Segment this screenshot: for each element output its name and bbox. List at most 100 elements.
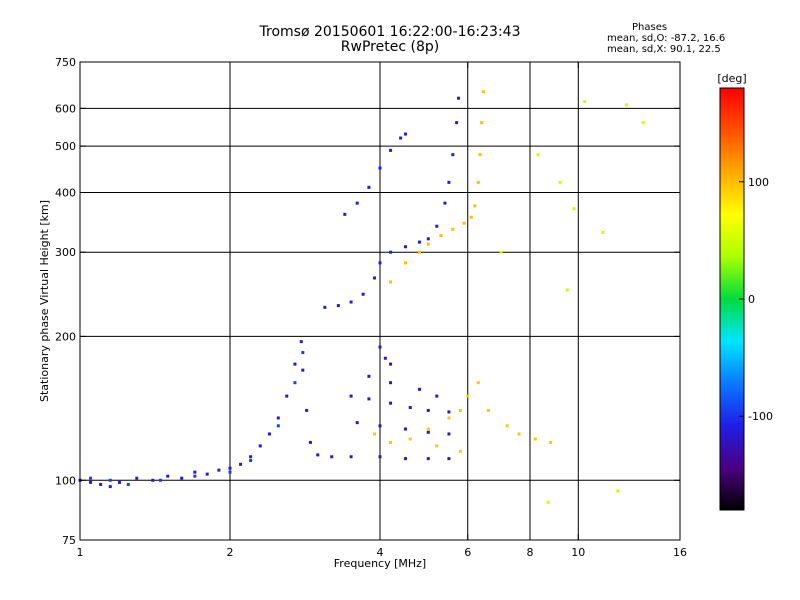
data-point bbox=[205, 472, 209, 476]
data-point bbox=[378, 345, 382, 349]
data-point bbox=[343, 212, 347, 216]
data-point bbox=[426, 457, 430, 461]
data-point bbox=[451, 227, 455, 231]
data-point bbox=[316, 453, 320, 457]
phase-stats-o: mean, sd,O: -87.2, 16.6 bbox=[607, 33, 726, 44]
data-point bbox=[447, 416, 451, 420]
data-point bbox=[389, 250, 393, 254]
series-f-o-trace bbox=[323, 96, 461, 309]
data-point bbox=[389, 381, 393, 385]
data-point bbox=[426, 430, 430, 434]
data-point bbox=[355, 201, 359, 205]
data-point bbox=[616, 489, 620, 493]
series-mid-layers bbox=[349, 345, 451, 436]
data-point bbox=[447, 180, 451, 184]
data-point bbox=[193, 470, 197, 474]
data-point bbox=[403, 132, 407, 136]
data-point bbox=[426, 242, 430, 246]
colorbar-tick-label: 0 bbox=[748, 293, 755, 306]
data-point bbox=[378, 261, 382, 265]
data-point bbox=[228, 470, 232, 474]
data-point bbox=[403, 457, 407, 461]
data-point bbox=[349, 300, 353, 304]
data-point bbox=[389, 362, 393, 366]
data-point bbox=[301, 368, 305, 372]
y-tick-label: 600 bbox=[55, 102, 76, 115]
data-point bbox=[426, 237, 430, 241]
data-point bbox=[505, 424, 509, 428]
data-point bbox=[135, 476, 139, 480]
data-point bbox=[478, 153, 482, 157]
x-tick-label: 16 bbox=[673, 546, 687, 559]
data-point bbox=[403, 427, 407, 431]
data-point bbox=[447, 410, 451, 414]
data-point bbox=[417, 387, 421, 391]
data-point bbox=[349, 455, 353, 459]
y-tick-label: 400 bbox=[55, 186, 76, 199]
x-tick-label: 8 bbox=[527, 546, 534, 559]
data-point bbox=[426, 427, 430, 431]
data-point bbox=[355, 421, 359, 425]
colorbar-label: [deg] bbox=[717, 72, 746, 85]
colorbar-tick-label: 100 bbox=[748, 176, 769, 189]
x-tick-label: 10 bbox=[571, 546, 585, 559]
data-point bbox=[89, 480, 93, 484]
data-point bbox=[435, 224, 439, 228]
chart-subtitle: RwPretec (8p) bbox=[340, 39, 440, 55]
data-point bbox=[293, 381, 297, 385]
data-point bbox=[481, 90, 485, 94]
data-point bbox=[389, 401, 393, 405]
data-point bbox=[447, 457, 451, 461]
series-mid-yellow bbox=[373, 381, 553, 453]
data-point bbox=[403, 261, 407, 265]
data-point bbox=[367, 185, 371, 189]
data-point bbox=[193, 474, 197, 478]
data-point bbox=[166, 474, 170, 478]
data-point bbox=[378, 424, 382, 428]
y-tick-label: 200 bbox=[55, 330, 76, 343]
data-point bbox=[451, 153, 455, 157]
data-point bbox=[601, 230, 605, 234]
data-point bbox=[457, 96, 461, 100]
x-axis-label: Frequency [MHz] bbox=[334, 557, 426, 570]
data-point bbox=[443, 201, 447, 205]
data-point bbox=[258, 444, 262, 448]
series-upper-o-trace bbox=[343, 132, 407, 216]
phase-stats-x: mean, sd,X: 90.1, 22.5 bbox=[607, 44, 721, 55]
data-point bbox=[126, 482, 130, 486]
series-f-x-trace bbox=[389, 90, 485, 284]
data-point bbox=[239, 462, 243, 466]
chart-title: Tromsø 20150601 16:22:00-16:23:43 bbox=[259, 24, 521, 40]
data-point bbox=[99, 482, 103, 486]
data-point bbox=[373, 276, 377, 280]
data-point bbox=[301, 351, 305, 355]
data-point bbox=[469, 215, 473, 219]
series-scattered bbox=[499, 100, 645, 504]
data-point bbox=[217, 468, 221, 472]
y-axis-label: Stationary phase Virtual Height [km] bbox=[38, 200, 51, 402]
data-point bbox=[458, 408, 462, 412]
phases-stats-title: Phases bbox=[632, 22, 668, 33]
data-point bbox=[389, 440, 393, 444]
data-point bbox=[480, 121, 484, 125]
data-point bbox=[305, 408, 309, 412]
data-point bbox=[536, 153, 540, 157]
data-point bbox=[299, 340, 303, 344]
data-point bbox=[373, 432, 377, 436]
data-point bbox=[389, 280, 393, 284]
data-point bbox=[408, 437, 412, 441]
data-point bbox=[435, 444, 439, 448]
data-point bbox=[378, 166, 382, 170]
data-point bbox=[462, 221, 466, 225]
y-tick-label: 100 bbox=[55, 474, 76, 487]
data-point bbox=[546, 500, 550, 504]
data-point bbox=[323, 305, 327, 309]
data-point bbox=[499, 250, 503, 254]
data-point bbox=[151, 478, 155, 482]
data-point bbox=[361, 292, 365, 296]
data-point bbox=[330, 455, 334, 459]
colorbar-tick-label: -100 bbox=[748, 410, 773, 423]
data-point bbox=[473, 204, 477, 208]
